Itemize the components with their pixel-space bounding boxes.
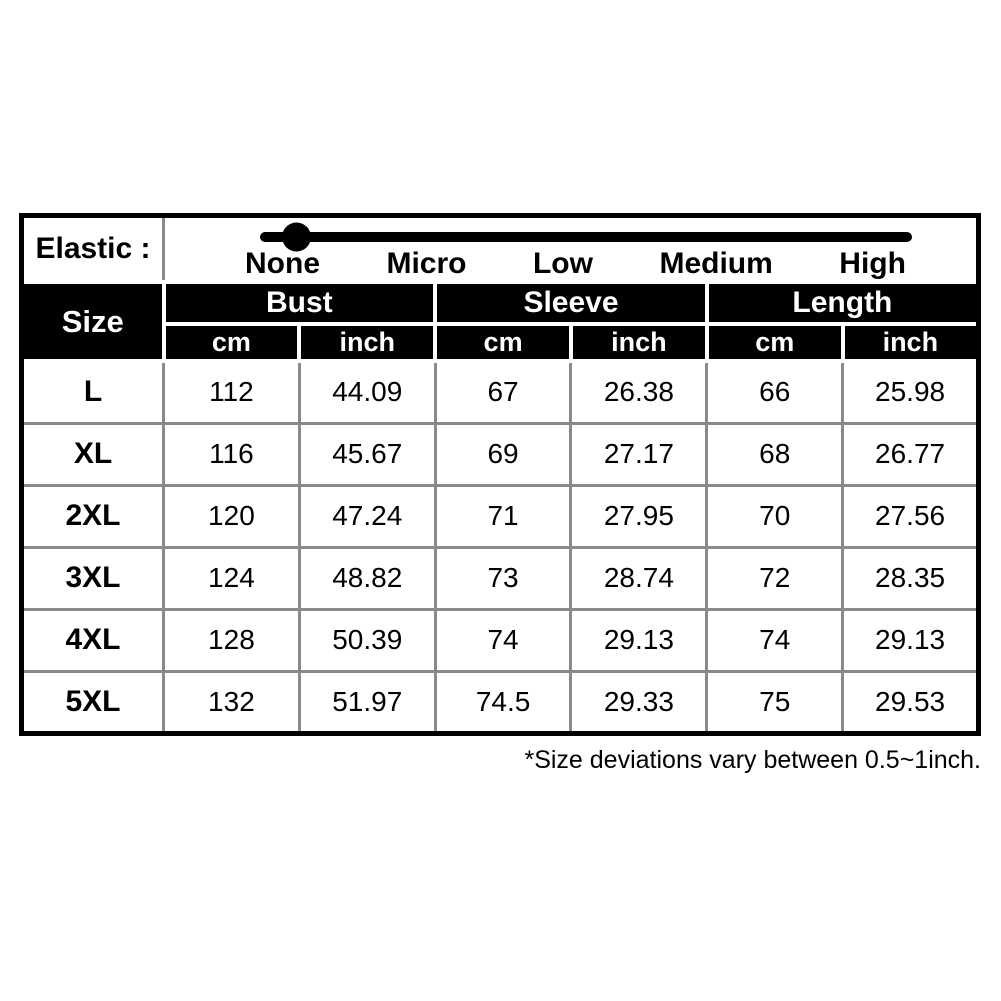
cell-bust-inch: 44.09 [297, 359, 437, 425]
cell-bust-cm: 128 [162, 607, 301, 673]
elastic-slider-cell: None Micro Low Medium High [163, 215, 979, 282]
cell-sleeve-inch: 29.33 [569, 669, 709, 735]
cell-size: L [20, 359, 165, 425]
cell-sleeve-inch: 28.74 [569, 545, 709, 611]
table-row: XL 116 45.67 69 27.17 68 26.77 [20, 421, 980, 487]
elastic-slider-knob[interactable] [282, 222, 311, 252]
cell-sleeve-cm: 69 [433, 421, 573, 487]
elastic-label: Elastic : [21, 215, 165, 282]
cell-size: XL [20, 421, 165, 487]
cell-sleeve-inch: 29.13 [569, 607, 709, 673]
elastic-slider-labels: None Micro Low Medium High [165, 242, 976, 280]
header-size: Size [19, 280, 166, 363]
cell-bust-inch: 45.67 [297, 421, 437, 487]
header-unit-row: cm inch cm inch cm inch [22, 322, 981, 363]
cell-length-cm: 72 [705, 545, 845, 611]
cell-length-inch: 28.35 [841, 545, 980, 611]
cell-bust-cm: 124 [162, 545, 301, 611]
cell-size: 3XL [20, 545, 165, 611]
header-bust: Bust [161, 280, 438, 326]
slider-label-none: None [245, 247, 320, 280]
cell-sleeve-cm: 73 [433, 545, 573, 611]
cell-sleeve-cm: 74 [433, 607, 573, 673]
unit-header-bust-cm: cm [161, 322, 302, 363]
cell-length-cm: 75 [705, 669, 845, 735]
cell-sleeve-cm: 74.5 [433, 669, 573, 735]
cell-sleeve-inch: 26.38 [569, 359, 709, 425]
unit-header-length-inch: inch [840, 322, 981, 363]
cell-bust-cm: 120 [162, 483, 301, 549]
table-row: 2XL 120 47.24 71 27.95 70 27.56 [20, 483, 980, 549]
cell-sleeve-inch: 27.95 [569, 483, 709, 549]
cell-size: 2XL [20, 483, 165, 549]
cell-sleeve-cm: 67 [433, 359, 573, 425]
table-row: L 112 44.09 67 26.38 66 25.98 [20, 359, 980, 425]
unit-header-sleeve-inch: inch [568, 322, 709, 363]
cell-length-cm: 68 [705, 421, 845, 487]
cell-bust-cm: 132 [162, 669, 301, 735]
size-chart-table: Elastic : None Micro Low Medium High Siz… [19, 213, 981, 736]
table-row: 4XL 128 50.39 74 29.13 74 29.13 [20, 607, 980, 673]
slider-label-low: Low [532, 247, 593, 280]
cell-bust-cm: 112 [162, 359, 301, 425]
slider-label-high: High [839, 247, 906, 280]
header-sleeve: Sleeve [433, 280, 709, 326]
slider-label-medium: Medium [659, 247, 773, 280]
cell-length-inch: 29.13 [841, 607, 980, 673]
cell-length-cm: 70 [705, 483, 845, 549]
cell-length-cm: 74 [705, 607, 845, 673]
unit-header-length-cm: cm [704, 322, 845, 363]
header-length: Length [704, 280, 981, 326]
cell-bust-inch: 51.97 [297, 669, 437, 735]
size-deviation-note: *Size deviations vary between 0.5~1inch. [524, 746, 981, 774]
cell-sleeve-cm: 71 [433, 483, 573, 549]
cell-bust-inch: 47.24 [297, 483, 437, 549]
cell-length-inch: 27.56 [841, 483, 980, 549]
elastic-row: Elastic : None Micro Low Medium High [21, 215, 979, 282]
cell-length-inch: 29.53 [841, 669, 980, 735]
cell-bust-cm: 116 [162, 421, 301, 487]
cell-sleeve-inch: 27.17 [569, 421, 709, 487]
unit-header-sleeve-cm: cm [433, 322, 573, 363]
unit-header-bust-inch: inch [297, 322, 438, 363]
elastic-slider-track[interactable] [260, 222, 912, 252]
header-group-row: Size Bust Sleeve Length [19, 280, 981, 363]
cell-length-inch: 25.98 [841, 359, 980, 425]
cell-bust-inch: 48.82 [297, 545, 437, 611]
table-row: 3XL 124 48.82 73 28.74 72 28.35 [20, 545, 980, 611]
table-row: 5XL 132 51.97 74.5 29.33 75 29.53 [20, 669, 980, 735]
cell-size: 5XL [20, 669, 165, 735]
cell-length-cm: 66 [705, 359, 845, 425]
cell-bust-inch: 50.39 [297, 607, 437, 673]
cell-length-inch: 26.77 [841, 421, 980, 487]
cell-size: 4XL [20, 607, 165, 673]
slider-label-micro: Micro [386, 247, 467, 280]
